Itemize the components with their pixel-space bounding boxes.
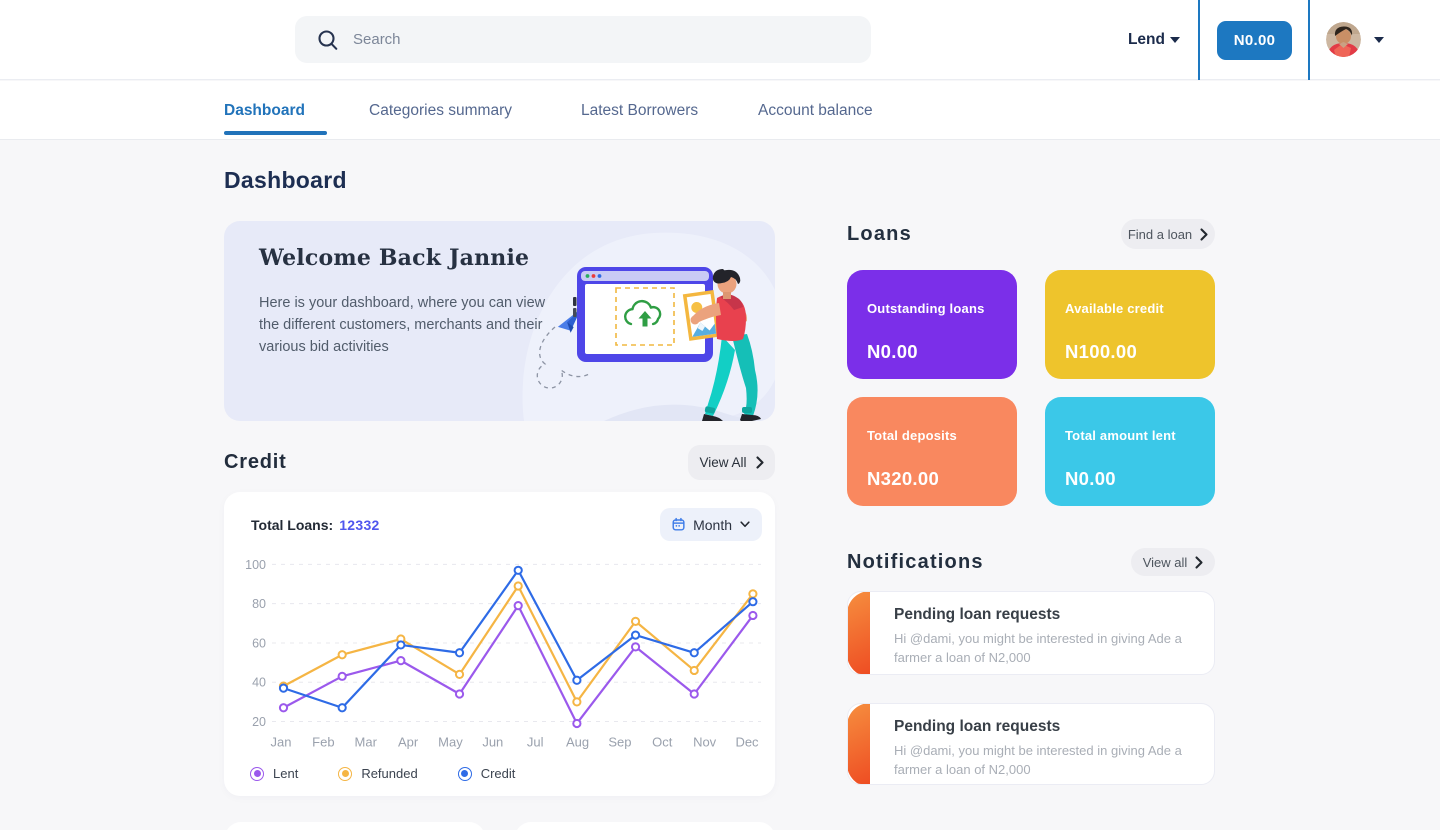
svg-text:May: May: [438, 735, 463, 750]
calendar-icon: [672, 517, 685, 531]
search-icon: [318, 29, 338, 50]
balance-button[interactable]: N0.00: [1217, 21, 1292, 60]
credit-section-title: Credit: [224, 450, 287, 473]
svg-text:80: 80: [252, 597, 266, 611]
profile-menu[interactable]: [1326, 22, 1384, 57]
credit-chart-card: Total Loans: 12332 Month 20 40 60 80 100 Jan Fe…: [224, 492, 775, 796]
lend-label: Lend: [1127, 31, 1165, 48]
total-loans-label: Total Loans:: [251, 517, 334, 533]
partial-card: [225, 822, 485, 830]
stat-card-available-credit: Available credit N100.00: [1045, 270, 1215, 379]
top-bar: Lend N0.00: [0, 0, 1440, 80]
tab-account-balance[interactable]: Account balance: [758, 101, 873, 119]
svg-text:60: 60: [252, 636, 266, 650]
section-tabs: Dashboard Categories summary Latest Borr…: [0, 81, 1440, 140]
tab-latest-borrowers[interactable]: Latest Borrowers: [581, 101, 699, 119]
stat-card-total-deposits: Total deposits N320.00: [847, 397, 1017, 506]
total-loans: Total Loans: 12332: [251, 517, 380, 533]
stat-card-outstanding-loans: Outstanding loans N0.00: [847, 270, 1017, 379]
svg-text:100: 100: [245, 558, 266, 572]
notifications-view-all-button[interactable]: View all: [1131, 548, 1215, 576]
chart-legend: Lent Refunded Credit: [250, 766, 515, 781]
svg-text:Dec: Dec: [735, 735, 759, 750]
total-loans-value: 12332: [339, 517, 380, 533]
period-selector[interactable]: Month: [660, 508, 762, 541]
tab-categories-summary[interactable]: Categories summary: [369, 101, 512, 119]
avatar[interactable]: [1326, 22, 1361, 57]
find-a-loan-button[interactable]: Find a loan: [1121, 219, 1215, 249]
stat-card-total-amount-lent: Total amount lent N0.00: [1045, 397, 1215, 506]
partial-card: [515, 822, 775, 830]
notifications-section-title: Notifications: [847, 550, 984, 573]
chevron-down-icon: [1374, 36, 1384, 43]
svg-text:Jun: Jun: [482, 735, 503, 750]
lend-menu[interactable]: Lend: [1128, 0, 1180, 80]
legend-marker: [250, 766, 264, 781]
active-tab-underline: [224, 131, 327, 135]
chevron-right-icon: [755, 455, 764, 469]
notification-card[interactable]: Pending loan requests Hi @dami, you migh…: [847, 703, 1215, 785]
svg-text:Feb: Feb: [312, 735, 334, 750]
svg-text:20: 20: [252, 715, 266, 729]
page-title: Dashboard: [224, 167, 347, 193]
notification-accent-bar: [848, 704, 870, 784]
svg-text:Aug: Aug: [566, 735, 589, 750]
notification-card[interactable]: Pending loan requests Hi @dami, you migh…: [847, 591, 1215, 675]
legend-item: Refunded: [338, 766, 418, 781]
search-box[interactable]: [295, 16, 871, 63]
svg-text:Jul: Jul: [527, 735, 544, 750]
notification-accent-bar: [848, 592, 870, 674]
loans-section-title: Loans: [847, 222, 912, 245]
chevron-down-icon: [740, 521, 750, 528]
svg-text:Nov: Nov: [693, 735, 717, 750]
welcome-title: Welcome Back Jannie: [259, 245, 530, 271]
legend-marker: [457, 766, 472, 781]
line-chart: 20 40 60 80 100 Jan Feb Mar Apr May Jun Jul Aug Sep Oc…: [245, 558, 761, 750]
credit-view-all-button[interactable]: View All: [688, 444, 775, 480]
search-input[interactable]: [353, 31, 813, 48]
svg-text:Mar: Mar: [355, 735, 378, 750]
legend-item: Credit: [457, 766, 515, 781]
legend-item: Lent: [250, 766, 298, 781]
svg-text:Jan: Jan: [271, 735, 292, 750]
legend-marker: [338, 766, 353, 781]
chevron-right-icon: [1200, 227, 1208, 241]
welcome-body: Here is your dashboard, where you can vi…: [259, 295, 546, 355]
svg-text:Oct: Oct: [652, 735, 673, 750]
svg-text:40: 40: [252, 676, 266, 690]
tab-dashboard[interactable]: Dashboard: [224, 101, 305, 119]
welcome-illustration: [522, 232, 775, 421]
svg-text:Sep: Sep: [608, 735, 631, 750]
welcome-card: Welcome Back Jannie Here is your dashboa…: [224, 221, 775, 421]
svg-text:Apr: Apr: [398, 735, 419, 750]
chevron-right-icon: [1195, 555, 1203, 569]
header-divider: [1198, 0, 1200, 80]
period-value: Month: [693, 516, 732, 533]
chevron-down-icon: [1170, 37, 1180, 43]
header-divider: [1308, 0, 1310, 80]
